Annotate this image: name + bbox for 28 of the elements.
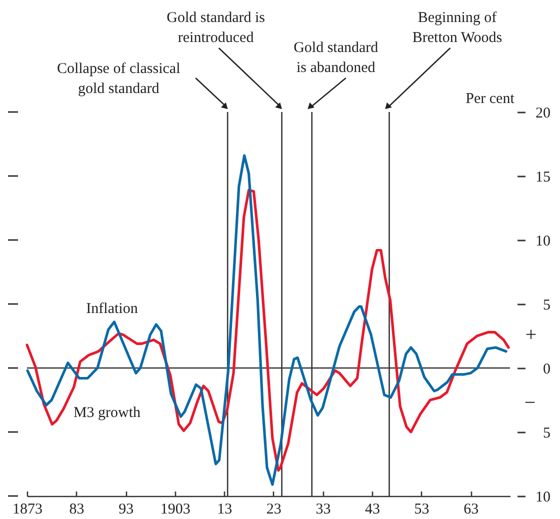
x-tick-label: 23 — [266, 502, 282, 518]
x-tick-label: 83 — [69, 502, 84, 518]
ref-line-label: Gold standard is abandoned — [294, 40, 379, 76]
series-label: Inflation — [86, 301, 138, 317]
y-tick-label: 10 — [536, 234, 550, 250]
y-tick-label: 10 — [536, 490, 550, 506]
x-tick-label: 43 — [365, 502, 380, 518]
x-tick-label: 1903 — [160, 502, 190, 518]
text: − — [524, 392, 536, 414]
text: + — [525, 324, 537, 346]
x-tick-label: 63 — [464, 502, 479, 518]
x-tick-label: 93 — [118, 502, 134, 518]
y-tick-label: 5 — [543, 426, 550, 442]
x-tick-label: 1873 — [12, 502, 42, 518]
y-tick-label: 15 — [536, 170, 550, 186]
y-axis-title: Per cent — [466, 91, 516, 107]
line-series — [26, 188, 510, 472]
line-series — [26, 154, 508, 486]
ref-line-label: Beginning of Bretton Woods — [412, 10, 502, 46]
series-label: M3 growth — [73, 405, 142, 421]
y-tick-label: 20 — [536, 106, 550, 122]
ref-line-label: Collapse of classical gold standard — [56, 61, 180, 97]
y-tick-label: 0 — [543, 362, 550, 378]
x-tick-label: 13 — [217, 502, 232, 518]
x-tick-label: 53 — [414, 502, 430, 518]
x-tick-label: 33 — [316, 502, 331, 518]
ref-line-label: Gold standard is reintroduced — [166, 10, 266, 46]
y-tick-label: 5 — [543, 298, 550, 314]
